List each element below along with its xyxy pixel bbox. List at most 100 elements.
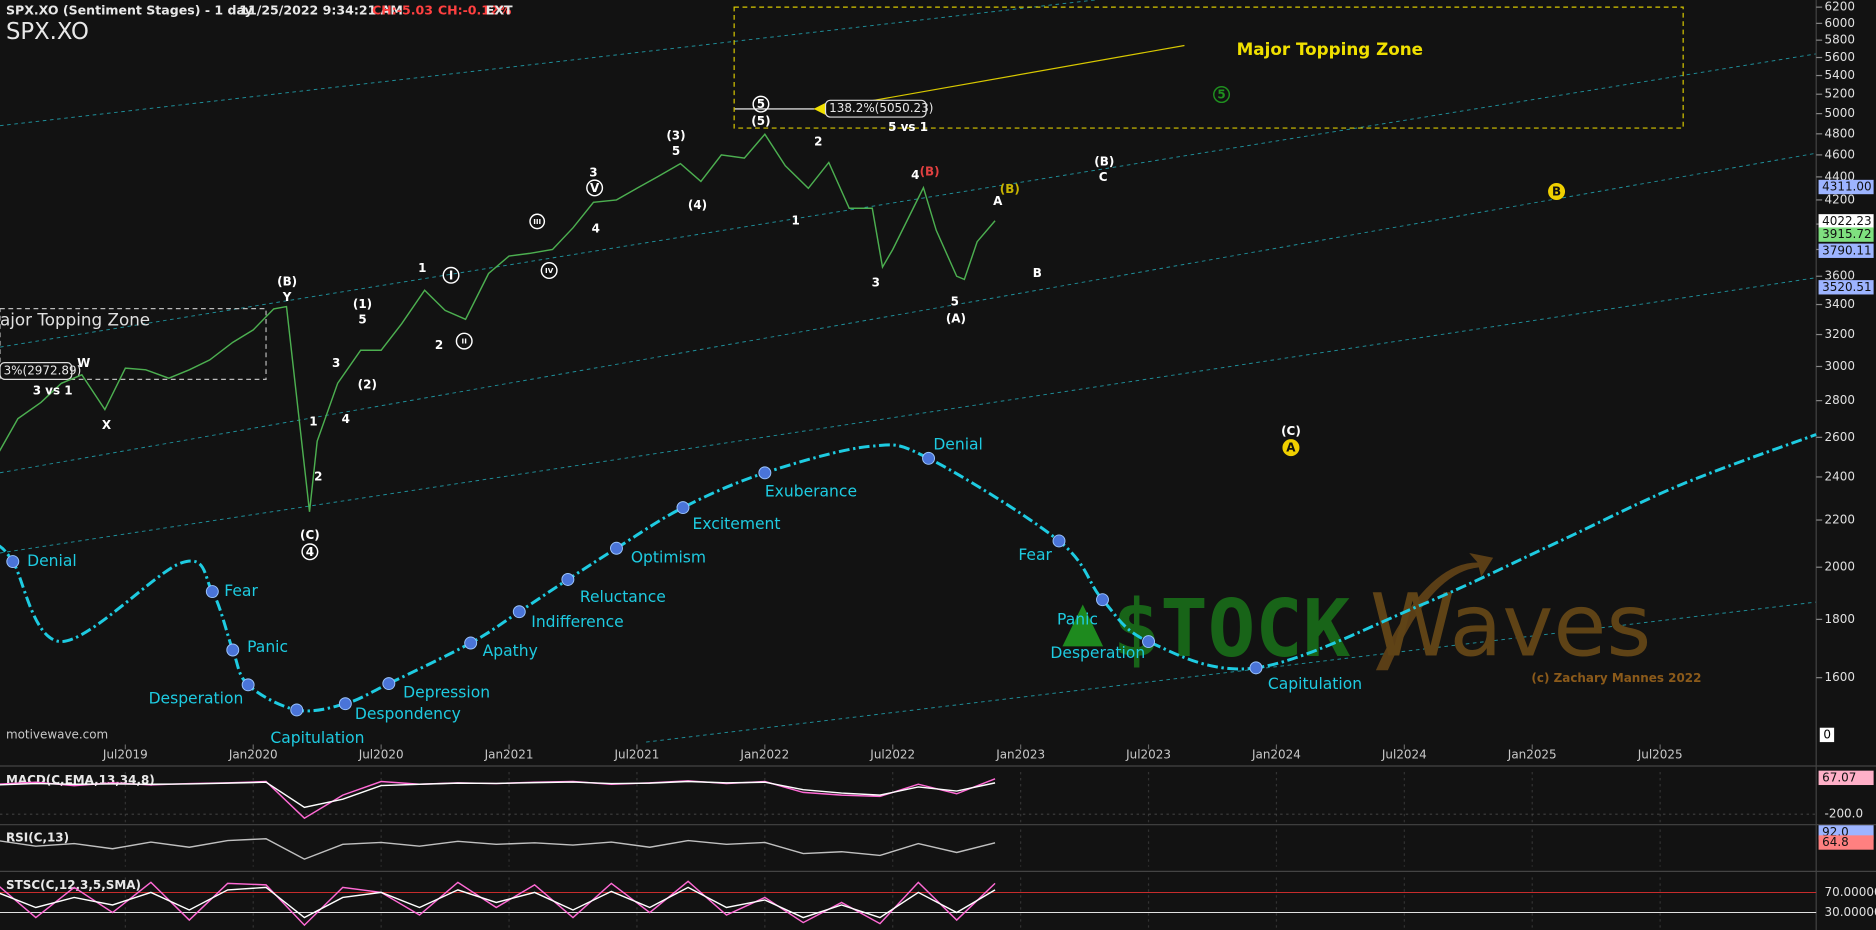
wave-label: (4)	[688, 198, 707, 212]
y-tick-label: 4200	[1825, 192, 1855, 206]
logo-swoosh	[1375, 552, 1494, 671]
stage-marker	[610, 541, 623, 555]
stage-marker	[1249, 661, 1263, 675]
logo-triangle	[1062, 604, 1104, 647]
stage-label: Optimism	[631, 548, 706, 566]
stage-marker	[758, 466, 772, 480]
series-line	[0, 838, 996, 860]
wave-label: II	[462, 337, 467, 346]
wave-circle	[529, 213, 546, 230]
y-tick-label: 2000	[1825, 560, 1855, 574]
pane-title: RSI(C,13)	[6, 830, 69, 844]
wave-label: (C)	[300, 528, 320, 542]
stage-label: Panic	[247, 638, 288, 656]
fib-box	[0, 362, 73, 380]
watermark-brand: $TOCK	[1113, 583, 1351, 675]
x-tick-label: Jul2022	[869, 748, 915, 762]
y-tick-label: 6000	[1825, 16, 1855, 30]
y-tick-label: 2400	[1825, 469, 1855, 483]
price-label-box	[1818, 227, 1874, 242]
wave-label: 3	[872, 276, 880, 290]
price-label-box	[1818, 214, 1874, 229]
stage-marker	[561, 573, 575, 586]
zone-label: Major Topping Zone	[1237, 39, 1423, 59]
wave-label: (A)	[946, 311, 966, 325]
x-tick-label: Jul2025	[1637, 748, 1683, 762]
wave-circle	[1282, 439, 1300, 457]
y-tick-label: 1800	[1825, 612, 1855, 626]
topping-zone	[733, 6, 1684, 129]
x-tick-label: Jan2023	[995, 748, 1045, 762]
header-datetime: 11/25/2022 9:34:21 AM	[239, 2, 403, 17]
y-tick-label: 4600	[1825, 147, 1855, 161]
symbol: SPX.XO	[6, 19, 89, 45]
price-label: 3915.72	[1822, 227, 1871, 241]
wave-label: X	[102, 418, 111, 432]
wave-circle	[301, 543, 319, 561]
stage-label: Panic	[1057, 611, 1098, 629]
y-tick-label: 4800	[1825, 126, 1855, 140]
x-tick-label: Jan2024	[1251, 748, 1301, 762]
series-line	[0, 133, 996, 512]
wave-label: 4	[592, 222, 600, 236]
wave-label: 5	[757, 97, 765, 111]
y-tick-label: 6200	[1825, 0, 1855, 14]
wave-label: 1	[309, 414, 317, 428]
wave-circle	[586, 179, 604, 197]
stage-label: Capitulation	[270, 729, 364, 747]
stage-label: Denial	[933, 436, 983, 454]
value-label: 67.07	[1822, 770, 1856, 784]
stage-marker	[512, 605, 526, 619]
stage-label: Exuberance	[765, 482, 857, 500]
stage-label: Fear	[1018, 546, 1052, 564]
y-tick-label: 30.00000	[1825, 905, 1876, 919]
stage-label: Apathy	[483, 642, 538, 660]
stage-marker	[1052, 534, 1066, 548]
y-tick-label: 1600	[1825, 670, 1855, 684]
wave-label: Y	[282, 290, 292, 304]
stage-marker	[241, 678, 255, 692]
wave-circle	[1548, 183, 1566, 201]
wave-label: A	[1286, 441, 1296, 455]
wave-label: C	[1099, 170, 1108, 184]
stage-label: Desperation	[1050, 644, 1145, 662]
watermark-copyright: (c) Zachary Mannes 2022	[1531, 671, 1701, 685]
wave-label: (C)	[1281, 424, 1301, 438]
fib-box	[824, 99, 927, 118]
y-tick-label: 3400	[1825, 297, 1855, 311]
wave-circle	[455, 332, 473, 350]
wave-label: 1	[791, 213, 799, 227]
value-box	[1818, 770, 1874, 786]
wave-label: V	[590, 181, 600, 195]
wave-label: 4	[342, 412, 350, 426]
wave-circle	[540, 262, 558, 280]
wave-label: (1)	[353, 297, 372, 311]
stage-label: Fear	[224, 582, 258, 600]
price-label-box	[1818, 243, 1874, 258]
price-label: 3520.51	[1822, 280, 1871, 294]
y-tick-label: 5800	[1825, 33, 1855, 47]
axis-label: 0	[1823, 727, 1831, 741]
stage-marker	[6, 555, 20, 569]
wave-circle	[1213, 86, 1231, 104]
header-change: CH:-5.03	[372, 2, 433, 17]
stage-marker	[205, 585, 219, 599]
header-title: SPX.XO (Sentiment Stages) - 1 day	[6, 2, 253, 17]
wave-label: (B)	[277, 274, 297, 288]
stage-label: Despondency	[355, 705, 461, 723]
axis-label-box	[1819, 727, 1835, 743]
wave-label: 3 vs 1	[33, 383, 73, 397]
stage-marker	[226, 643, 240, 657]
wave-label: B	[1033, 266, 1042, 280]
wave-label: 5	[358, 313, 366, 327]
header-session: EXT	[486, 2, 513, 17]
wave-label: (2)	[358, 377, 377, 391]
wave-label: 5	[951, 295, 959, 309]
y-tick-label: 70.00000	[1825, 885, 1876, 899]
wave-label: 4	[306, 545, 314, 559]
stage-marker	[676, 501, 690, 515]
stage-label: Capitulation	[1268, 675, 1362, 693]
channel-line	[0, 277, 1817, 554]
wave-label: 5	[1217, 88, 1225, 102]
